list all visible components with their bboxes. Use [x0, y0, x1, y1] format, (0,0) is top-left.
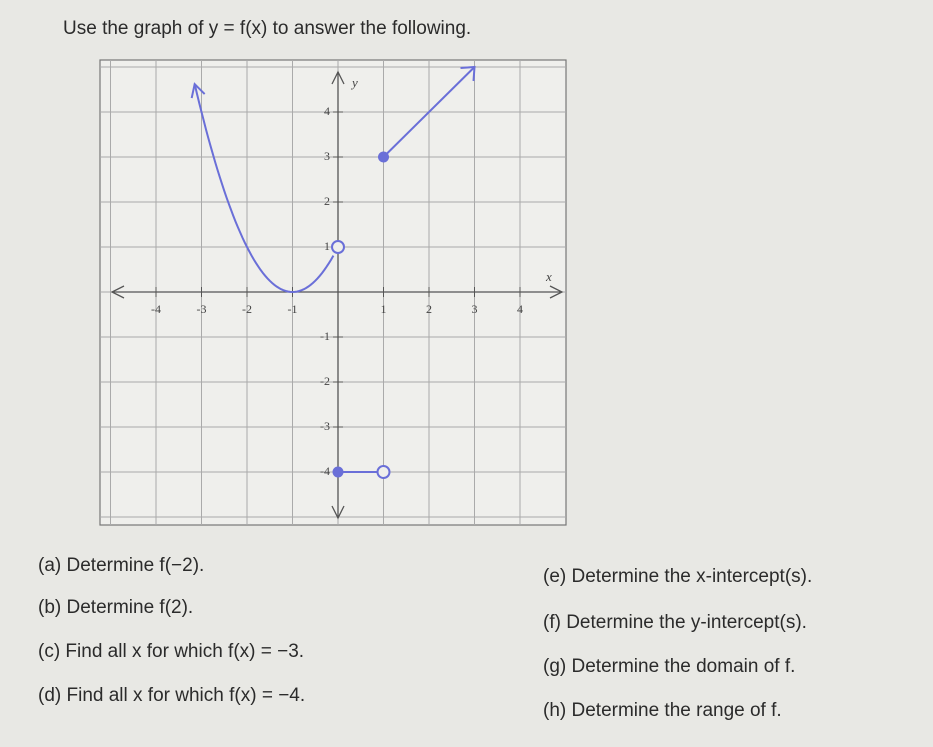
open-point [376, 465, 391, 479]
question: (e) Determine the x-intercept(s). [543, 566, 813, 587]
question: (h) Determine the range of f. [543, 700, 782, 721]
x-tick-label: -2 [242, 302, 252, 316]
x-arrow [110, 285, 564, 299]
x-tick-label: 2 [426, 302, 432, 316]
parabola [193, 83, 335, 294]
x-tick-label: 3 [472, 302, 478, 316]
y-tick-label: -1 [320, 329, 330, 343]
y-tick-label: 4 [324, 104, 330, 118]
x-tick-label: 4 [517, 302, 523, 316]
x-tick-label: -1 [288, 302, 298, 316]
ray [382, 66, 476, 158]
y-tick-label: 2 [324, 194, 330, 208]
axis-label: y [350, 75, 358, 90]
y-tick-label: -4 [320, 464, 330, 478]
x-tick-label: -4 [151, 302, 161, 316]
y-tick-label: 1 [324, 239, 330, 253]
y-arrow [331, 70, 345, 520]
y-tick-label: 3 [324, 149, 330, 163]
question: (d) Find all x for which f(x) = −4. [38, 685, 306, 706]
closed-point [378, 151, 389, 163]
function-graph [190, 65, 476, 479]
y-tick-label: -2 [320, 374, 330, 388]
instruction: Use the graph of y = f(x) to answer the … [63, 18, 472, 39]
question: (b) Determine f(2). [38, 597, 194, 618]
arrow-head [190, 82, 206, 99]
y-tick-label: -3 [320, 419, 330, 433]
question: (f) Determine the y-intercept(s). [543, 612, 807, 633]
question: (a) Determine f(−2). [38, 555, 205, 576]
x-tick-label: -3 [197, 302, 207, 316]
closed-point [332, 466, 344, 478]
x-tick-label: 1 [381, 302, 387, 316]
arrow-head [460, 65, 476, 82]
open-point [331, 240, 345, 254]
question: (g) Determine the domain of f. [543, 656, 796, 677]
question: (c) Find all x for which f(x) = −3. [38, 641, 305, 662]
axis-label: x [545, 269, 552, 284]
